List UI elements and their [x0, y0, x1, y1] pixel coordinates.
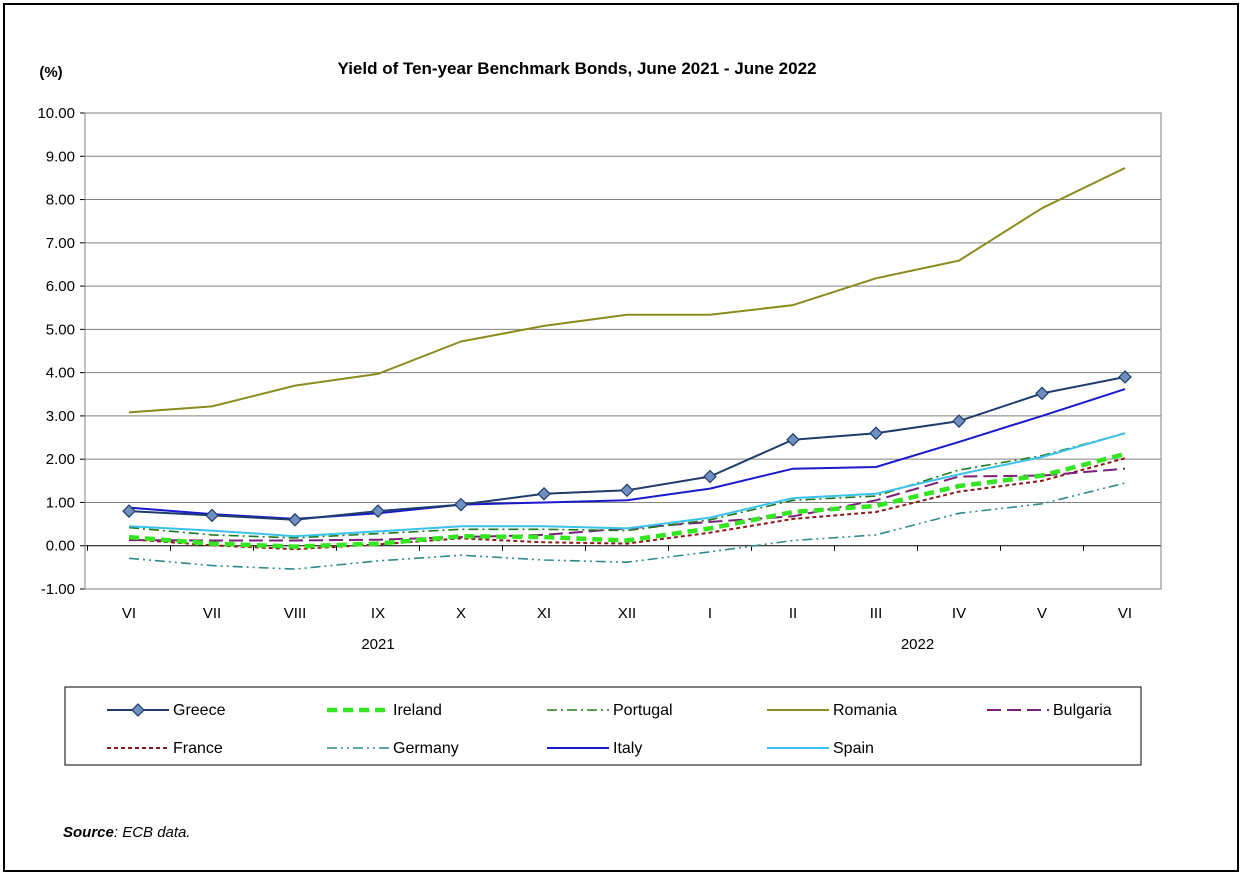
data-point-greece — [786, 432, 800, 447]
x-tick-label: VIII — [284, 605, 307, 622]
x-tick-label: VII — [203, 605, 221, 622]
y-axis-label: (%) — [39, 64, 62, 81]
legend-label-portugal: Portugal — [613, 702, 673, 719]
series-lines — [122, 167, 1132, 570]
x-tick-label: XI — [537, 605, 551, 622]
x-tick-label: IV — [952, 605, 966, 622]
y-tick-label: 4.00 — [46, 365, 75, 382]
x-tick-label: X — [456, 605, 466, 622]
plot-area-border — [84, 112, 1162, 590]
y-tick-label: 9.00 — [46, 148, 75, 165]
y-tick-label: 3.00 — [46, 408, 75, 425]
series-line-ireland — [128, 451, 1126, 549]
legend-marker — [131, 703, 145, 717]
y-tick-label: 1.00 — [46, 494, 75, 511]
legend-label-spain: Spain — [833, 740, 874, 757]
y-axis-ticks: -1.00 0.00 1.00 2.00 3.00 4.00 5.00 6.00 7.00 8.0… — [37, 105, 86, 598]
legend-label-bulgaria: Bulgaria — [1053, 702, 1112, 719]
data-point-greece — [1035, 386, 1049, 401]
data-point-greece — [703, 469, 717, 484]
chart-frame: Yield of Ten-year Benchmark Bonds, June … — [3, 3, 1239, 872]
year-label: 2021 — [361, 636, 394, 653]
legend: Greece Ireland Portugal Romania Bulgaria Fran… — [107, 702, 1112, 757]
chart-title: Yield of Ten-year Benchmark Bonds, June … — [337, 59, 816, 78]
data-point-greece — [952, 414, 966, 428]
source-text: : ECB data. — [114, 824, 191, 841]
legend-label-greece: Greece — [173, 702, 226, 719]
y-tick-label: 0.00 — [46, 538, 75, 555]
y-tick-label: 8.00 — [46, 192, 75, 209]
x-axis-ticks: VI VII VIII IX X XI XII I II III IV V VI — [87, 545, 1132, 622]
data-point-greece — [288, 512, 302, 527]
data-point-greece — [620, 483, 634, 498]
x-tick-label: IX — [371, 605, 385, 622]
source-label: Source — [63, 824, 114, 841]
legend-label-romania: Romania — [833, 702, 897, 719]
x-tick-label: III — [870, 605, 883, 622]
legend-label-france: France — [173, 740, 223, 757]
bond-yield-chart: Yield of Ten-year Benchmark Bonds, June … — [37, 59, 1162, 841]
legend-label-germany: Germany — [393, 740, 459, 757]
y-tick-label: 5.00 — [46, 321, 75, 338]
x-tick-label: II — [789, 605, 797, 622]
x-tick-label: VI — [1118, 605, 1132, 622]
legend-box — [64, 686, 1142, 766]
x-tick-label: VI — [122, 605, 136, 622]
data-point-greece — [537, 486, 551, 501]
data-point-greece — [1118, 370, 1132, 384]
data-point-greece — [205, 508, 219, 523]
y-tick-label: 2.00 — [46, 451, 75, 468]
legend-label-italy: Italy — [613, 740, 642, 757]
x-tick-label: XII — [618, 605, 636, 622]
year-labels: 2021 2022 — [361, 636, 934, 653]
y-tick-label: 7.00 — [46, 235, 75, 252]
series-line-romania — [128, 167, 1126, 414]
series-line-germany — [128, 482, 1126, 570]
x-tick-label: I — [708, 605, 712, 622]
legend-label-ireland: Ireland — [393, 702, 442, 719]
data-point-greece — [371, 504, 385, 518]
source-note: Source: ECB data. — [63, 824, 191, 841]
x-tick-label: V — [1037, 605, 1047, 622]
y-tick-label: -1.00 — [41, 581, 75, 598]
series-line-spain — [128, 432, 1126, 538]
data-point-greece — [869, 426, 883, 441]
series-line-portugal — [128, 432, 1126, 539]
series-line-france — [128, 457, 1126, 551]
y-tick-label: 6.00 — [46, 278, 75, 295]
series-line-bulgaria — [128, 467, 1126, 542]
y-tick-label: 10.00 — [37, 105, 75, 122]
series-line-italy — [128, 388, 1126, 520]
data-point-greece — [122, 504, 136, 518]
year-label: 2022 — [901, 636, 934, 653]
data-point-greece — [454, 497, 468, 512]
series-line-greece — [128, 376, 1126, 521]
